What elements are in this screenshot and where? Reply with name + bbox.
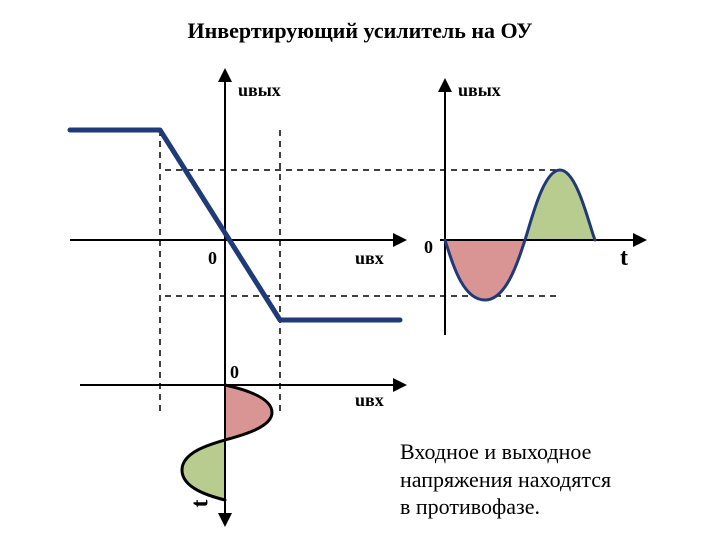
input-zero: 0	[230, 362, 239, 383]
output-t-label: t	[620, 245, 628, 272]
diagram-stage: Инвертирующий усилитель на ОУ uвых uвх 0…	[0, 0, 720, 540]
diagram-svg	[0, 0, 720, 540]
output-y-label: uвых	[458, 80, 501, 101]
input-t-label: t	[188, 500, 215, 508]
transfer-x-label: uвх	[355, 248, 384, 269]
caption-text: Входное и выходноенапряжения находятсяв …	[400, 438, 611, 521]
output-zero: 0	[424, 237, 433, 258]
input-x-label: uвх	[355, 390, 384, 411]
transfer-y-label: uвых	[238, 80, 281, 101]
transfer-zero: 0	[208, 248, 217, 269]
